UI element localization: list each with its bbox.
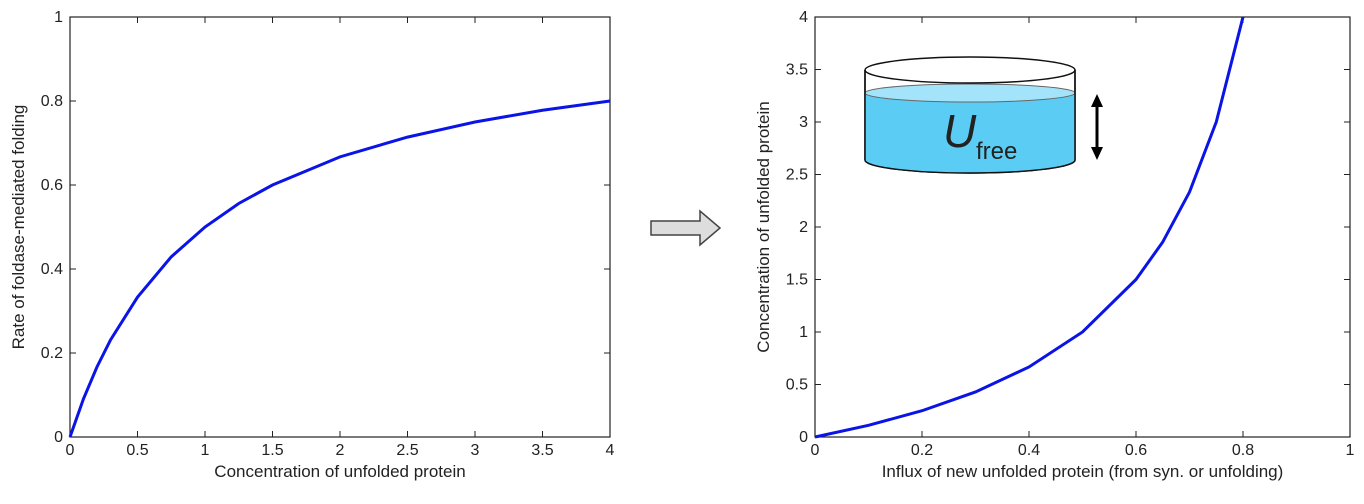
- axes-box: [814, 16, 1351, 438]
- x-axis-label: Concentration of unfolded protein: [214, 462, 465, 481]
- x-axis-label: Influx of new unfolded protein (from syn…: [882, 462, 1284, 481]
- y-tick-label: 0.6: [41, 177, 63, 194]
- x-tick-label: 0.8: [1232, 442, 1254, 459]
- y-tick-label: 2.5: [786, 167, 808, 184]
- y-tick-label: 0.8: [41, 93, 63, 110]
- x-tick-label: 0.4: [1018, 442, 1040, 459]
- x-tick-label: 0.5: [126, 442, 148, 459]
- x-tick-label: 2: [336, 442, 345, 459]
- y-tick-label: 4: [799, 9, 808, 26]
- y-tick-label: 2: [799, 219, 808, 236]
- y-axis-label: Concentration of unfolded protein: [754, 101, 773, 352]
- y-tick-label: 0.2: [41, 345, 63, 362]
- plot: 0 0.2 0.4 0.6 0.8 1 0 0.5 1 1.5 2 2.5 3 3.5 4 Influx of…: [754, 9, 1355, 481]
- inset-label: U: [943, 105, 977, 157]
- x-tick-label: 0.2: [911, 442, 933, 459]
- y-tick-label: 1: [54, 9, 63, 26]
- y-tick-label: 0: [54, 429, 63, 446]
- x-tick-label: 0.6: [1125, 442, 1147, 459]
- plot: 0 0.5 1 1.5 2 2.5 3 3.5 400.20.40.60.81Concentra…: [9, 9, 615, 481]
- axes-box: [69, 16, 611, 438]
- y-tick-label: 0.5: [786, 377, 808, 394]
- x-tick-label: 4: [606, 442, 615, 459]
- x-tick-label: 3: [471, 442, 480, 459]
- flow-arrow: [650, 209, 722, 247]
- y-tick-label: 1.5: [786, 272, 808, 289]
- x-tick-label: 1: [1346, 442, 1355, 459]
- x-tick-label: 0: [66, 442, 75, 459]
- data-line: [68, 99, 611, 438]
- x-tick-label: 2.5: [396, 442, 418, 459]
- y-tick-label: 0: [799, 429, 808, 446]
- reservoir-inset: U free: [864, 56, 1103, 174]
- x-tick-label: 3.5: [531, 442, 553, 459]
- x-tick-label: 0: [811, 442, 820, 459]
- y-tick-label: 1: [799, 324, 808, 341]
- y-tick-label: 3: [799, 114, 808, 131]
- y-axis-label: Rate of foldase-mediated folding: [9, 105, 28, 350]
- y-tick-label: 0.4: [41, 261, 63, 278]
- inset-subscript: free: [976, 138, 1017, 165]
- data-line: [814, 16, 1245, 439]
- y-tick-label: 3.5: [786, 62, 808, 79]
- x-tick-label: 1: [201, 442, 210, 459]
- x-tick-label: 1.5: [261, 442, 283, 459]
